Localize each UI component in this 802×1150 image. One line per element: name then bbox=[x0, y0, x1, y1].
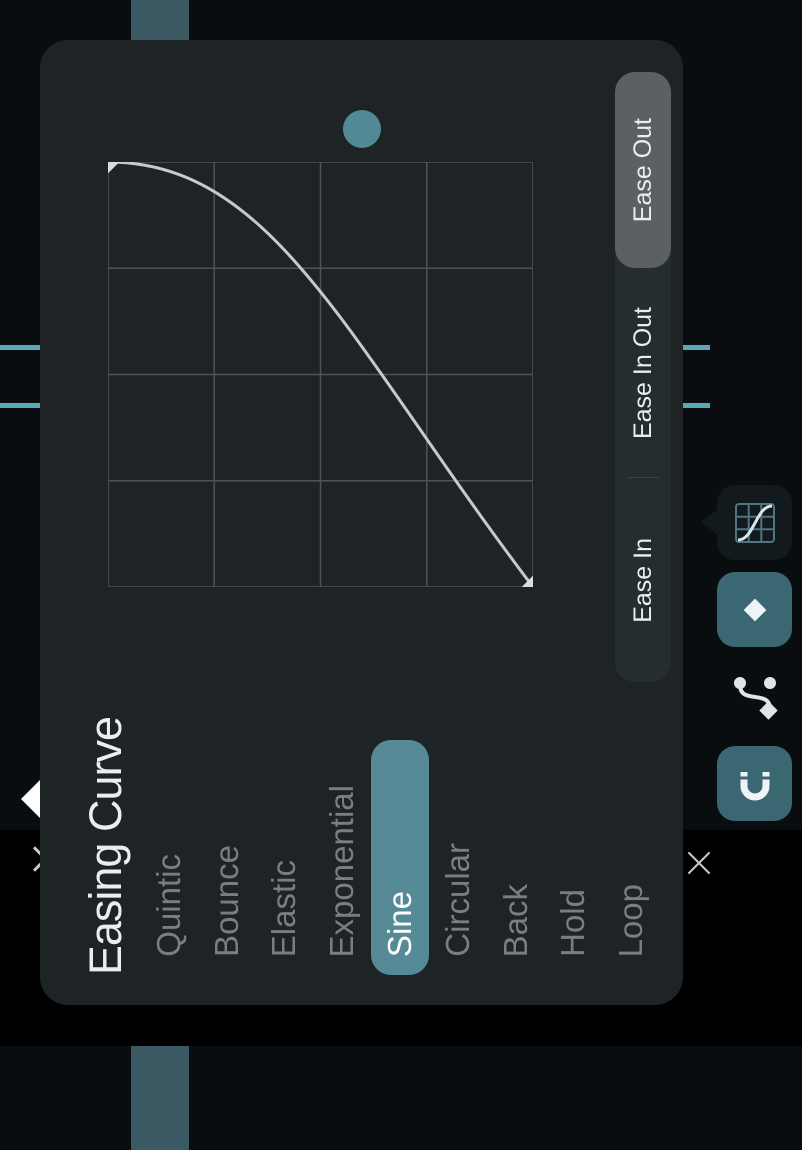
curve-type-label: Back bbox=[497, 884, 535, 957]
curve-type-list: Quintic Bounce Elastic Exponential Sine … bbox=[140, 735, 660, 975]
curve-type-back[interactable]: Back bbox=[487, 740, 545, 975]
curve-type-hold[interactable]: Hold bbox=[544, 740, 602, 975]
curve-grid-tool-button[interactable] bbox=[717, 485, 792, 560]
curve-type-label: Exponential bbox=[323, 785, 361, 957]
curve-grid-icon bbox=[732, 500, 778, 546]
curve-type-label: Quintic bbox=[150, 854, 188, 957]
curve-type-label: Loop bbox=[612, 884, 650, 957]
path-handles-icon bbox=[730, 672, 780, 722]
path-handles-tool-button[interactable] bbox=[717, 659, 792, 734]
keyframe-diamond-icon bbox=[738, 593, 772, 627]
curve-type-loop[interactable]: Loop bbox=[602, 740, 660, 975]
curve-type-elastic[interactable]: Elastic bbox=[256, 740, 314, 975]
curve-type-quintic[interactable]: Quintic bbox=[140, 740, 198, 975]
curve-type-exponential[interactable]: Exponential bbox=[313, 740, 371, 975]
curve-type-label: Circular bbox=[439, 843, 477, 957]
curve-type-circular[interactable]: Circular bbox=[429, 740, 487, 975]
ease-tab-in-out[interactable]: Ease In Out bbox=[615, 268, 671, 478]
curve-type-label: Sine bbox=[381, 891, 419, 957]
ease-tab-out[interactable]: Ease Out bbox=[615, 72, 671, 268]
playhead-arrow-icon[interactable] bbox=[21, 780, 40, 818]
tool-column bbox=[717, 485, 792, 821]
magnet-snap-icon bbox=[735, 764, 775, 804]
curve-type-bounce[interactable]: Bounce bbox=[198, 740, 256, 975]
easing-curve-panel: Ease Out Ease In Out Ease In Easing Curv… bbox=[40, 40, 683, 1005]
ease-tab-label: Ease In bbox=[629, 538, 658, 623]
ease-tab-label: Ease In Out bbox=[629, 307, 658, 439]
magnet-snap-tool-button[interactable] bbox=[717, 746, 792, 821]
curve-type-label: Hold bbox=[554, 889, 592, 957]
easing-graph[interactable] bbox=[108, 162, 533, 587]
curve-type-sine[interactable]: Sine bbox=[371, 740, 429, 975]
ease-direction-tabs: Ease Out Ease In Out Ease In bbox=[615, 72, 671, 682]
curve-type-label: Elastic bbox=[265, 860, 303, 957]
ease-tab-in[interactable]: Ease In bbox=[615, 478, 671, 682]
curve-type-label: Bounce bbox=[208, 845, 246, 957]
active-tool-pointer-icon bbox=[701, 510, 717, 534]
close-icon[interactable] bbox=[686, 850, 712, 876]
ease-tab-label: Ease Out bbox=[629, 118, 658, 222]
keyframe-tool-button[interactable] bbox=[717, 572, 792, 647]
panel-title: Easing Curve bbox=[80, 717, 132, 975]
animation-preview-dot-icon bbox=[343, 110, 381, 148]
